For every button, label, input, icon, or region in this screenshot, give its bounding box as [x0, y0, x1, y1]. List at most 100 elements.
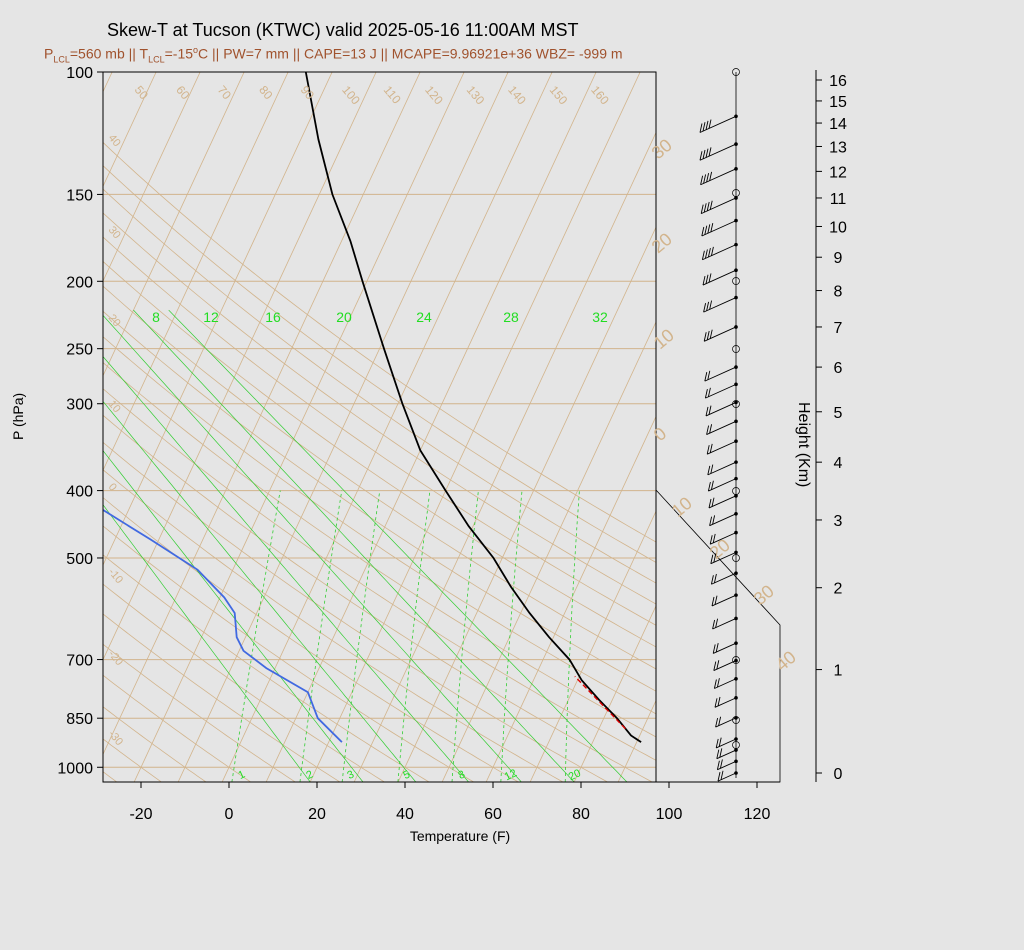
wind-barb-feather: [718, 737, 722, 747]
isotherm-line: [706, 72, 1024, 782]
wind-barb-feather: [709, 535, 713, 545]
wind-barb-feather: [716, 660, 720, 670]
wind-barb-staff: [716, 749, 737, 760]
dry-adiabat-label: 80: [256, 83, 276, 102]
wind-barb-feather: [709, 424, 713, 434]
dry-adiabat-line: [103, 236, 656, 626]
x-tick-label: -20: [129, 806, 152, 823]
wind-barb-feather: [716, 760, 720, 770]
left-isotherm-label: -20: [106, 648, 125, 668]
left-isotherm-label: 40: [106, 132, 123, 149]
mixing-ratio-label: 20: [567, 767, 583, 783]
dry-adiabat-line: [103, 583, 385, 782]
dry-adiabat-line: [103, 469, 564, 782]
dry-adiabat-line: [103, 362, 656, 738]
dry-adiabat-line: [103, 441, 608, 782]
right-isotherm-label: 10: [668, 493, 696, 521]
moist-adiabat-line: [103, 355, 469, 782]
wind-barb-feather: [716, 678, 720, 688]
wind-barb-feather: [708, 273, 712, 283]
left-isotherm-label: 0: [106, 481, 119, 493]
isotherm-line: [573, 604, 656, 782]
height-tick-label: 0: [834, 766, 843, 783]
wind-barb-staff: [707, 440, 737, 455]
moist-adiabat-line: [133, 309, 575, 782]
wind-barb-feather: [705, 274, 709, 284]
wind-barb-feather: [707, 370, 711, 380]
hodo-ring: [732, 554, 740, 562]
hodo-ring: [732, 189, 740, 197]
wind-barb-feather: [713, 573, 717, 584]
wind-barb-staff: [717, 772, 737, 782]
dry-adiabat-label: 90: [298, 83, 318, 102]
y-tick-label: 250: [66, 342, 93, 359]
left-isotherm-label: -30: [106, 728, 125, 748]
right-isotherm-label: 30: [648, 135, 676, 163]
dry-adiabat-label: 60: [173, 83, 193, 102]
hodo-ring: [732, 716, 740, 724]
dry-adiabat-line: [103, 165, 656, 563]
dry-adiabat-line: [103, 285, 656, 670]
left-isotherm-label: 30: [106, 224, 123, 241]
y-tick-label: 700: [66, 653, 93, 670]
wind-barb-feather: [707, 248, 711, 258]
mixing-ratio-line: [451, 490, 479, 782]
mixing-ratio-label: 8: [456, 769, 467, 782]
wind-barb-staff: [713, 660, 737, 671]
height-tick-label: 4: [834, 455, 843, 472]
wind-barb-feather: [717, 696, 721, 707]
wind-barb-staff: [710, 532, 737, 545]
mixing-ratio-label: 2: [304, 769, 315, 782]
isotherm-line: [103, 72, 421, 756]
height-tick-label: 10: [829, 219, 847, 236]
wind-barb-feather: [714, 595, 718, 605]
height-tick-label: 8: [834, 284, 843, 301]
wind-barb-staff: [711, 572, 737, 585]
dry-adiabat-label: 140: [505, 83, 529, 108]
parcel-line: [574, 675, 626, 730]
wind-barb-feather: [708, 119, 712, 129]
moist-adiabat-label: 24: [416, 309, 432, 325]
wind-barb-staff: [704, 326, 737, 342]
wind-barb-feather: [701, 226, 705, 237]
right-isotherm-label: 20: [648, 229, 676, 257]
isotherm-line: [662, 72, 992, 782]
moist-adiabat-line: [103, 450, 364, 782]
right-isotherm-label: 30: [750, 581, 778, 609]
isotherm-line: [441, 320, 656, 782]
isotherm-line: [617, 699, 656, 782]
wind-barb-feather: [711, 497, 715, 507]
wind-barb-feather: [713, 661, 717, 671]
wind-barb-feather: [709, 329, 713, 339]
moist-adiabat-label: 16: [265, 309, 281, 325]
wind-barb-feather: [715, 643, 719, 653]
background-lines: [103, 72, 1024, 782]
height-tick-label: 12: [829, 164, 847, 181]
isotherm-line: [103, 72, 289, 472]
series-line-dewpoint: [103, 508, 343, 743]
wind-barb-feather: [717, 772, 721, 782]
wind-barb-feather: [709, 171, 713, 181]
wind-barb-feather: [712, 515, 716, 525]
wind-barb-feather: [720, 770, 724, 780]
y-tick-label: 850: [66, 711, 93, 728]
subtitle-plcl: =560 mb || T: [69, 45, 149, 62]
wind-barb-staff: [710, 551, 737, 565]
wind-barb-feather: [719, 748, 723, 758]
wind-barb-staff: [700, 168, 737, 186]
sounding-series: [103, 72, 642, 743]
left-isotherm-label: 10: [106, 398, 123, 415]
wind-barb-staff: [702, 269, 737, 286]
wind-barb-feather: [702, 275, 706, 286]
moist-adiabat-label: 28: [503, 309, 519, 325]
wind-barb-staff: [714, 678, 737, 689]
x-tick-label: 60: [484, 806, 502, 823]
wind-barb-feather: [710, 480, 714, 490]
subtitle-tlcl: =-15: [164, 45, 194, 62]
height-tick-label: 6: [834, 360, 843, 377]
hodo-ring: [732, 400, 740, 408]
isotherm-line: [103, 72, 245, 377]
left-isotherm-label: -10: [106, 566, 125, 586]
isotherm-line: [529, 510, 656, 782]
y-tick-label: 300: [66, 397, 93, 414]
